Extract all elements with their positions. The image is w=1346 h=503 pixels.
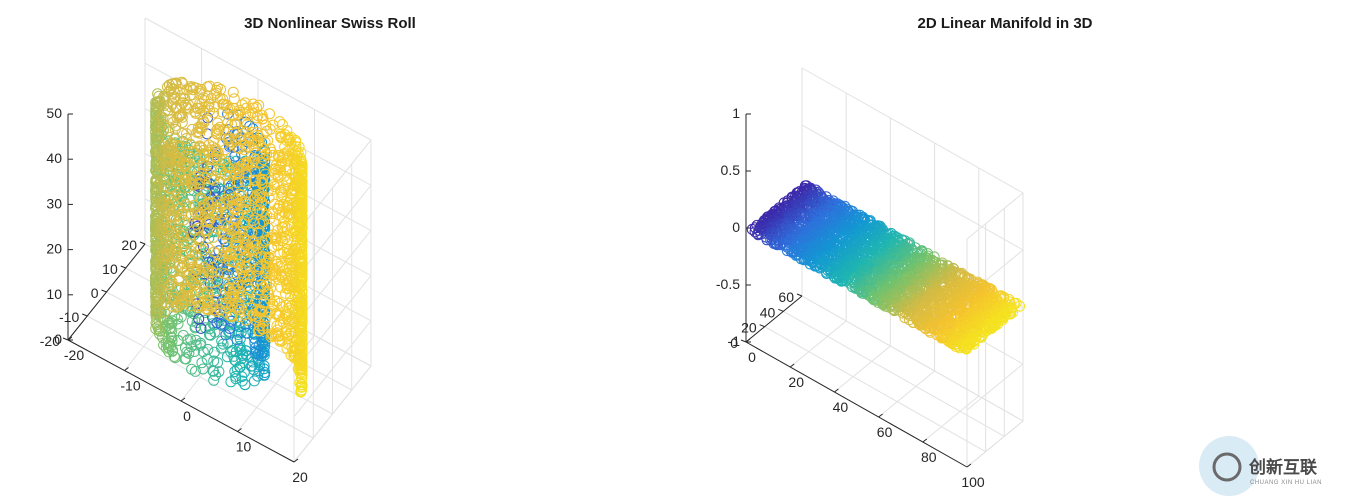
swiss-roll-y-tick: [63, 338, 68, 340]
linear-manifold-y-tick: [778, 309, 783, 311]
linear-manifold-x-tick: [790, 364, 794, 367]
swiss-roll-y-tick-label: 20: [121, 237, 137, 253]
swiss-roll-z-tick-label: 0: [54, 331, 62, 347]
swiss-roll-z-tick-label: 10: [46, 286, 62, 302]
swiss-roll-y-tick-label: 10: [102, 261, 118, 277]
swiss-roll-x-tick-label: -10: [120, 378, 140, 394]
linear-manifold-x-tick: [967, 464, 971, 467]
swiss-roll-x-tick-label: -20: [64, 347, 84, 363]
swiss-roll-z-tick-label: 30: [46, 195, 62, 211]
swiss-roll-chart: 3D Nonlinear Swiss Roll -20-1001020-20-1…: [40, 15, 416, 485]
linear-manifold-grid-line: [790, 321, 846, 367]
linear-manifold-grid-line: [967, 421, 1023, 467]
linear-manifold-y-tick: [760, 325, 765, 327]
swiss-roll-x-tick-label: 20: [292, 469, 308, 485]
swiss-roll-y-tick: [140, 242, 145, 244]
swiss-roll-z-tick-label: 20: [46, 241, 62, 257]
swiss-roll-point: [217, 343, 227, 353]
linear-manifold-points: [747, 181, 1024, 354]
linear-manifold-grid-line: [967, 193, 1023, 239]
swiss-roll-y-tick: [102, 290, 107, 292]
linear-manifold-grid-line: [879, 371, 935, 417]
swiss-roll-y-tick-label: 0: [91, 285, 99, 301]
linear-manifold-chart: 2D Linear Manifold in 3D 020406080100020…: [716, 15, 1093, 490]
swiss-roll-x-tick-label: 10: [236, 439, 252, 455]
linear-manifold-title: 2D Linear Manifold in 3D: [917, 15, 1092, 32]
swiss-roll-x-tick-label: 0: [183, 408, 191, 424]
swiss-roll-y-tick: [82, 314, 87, 316]
swiss-roll-y-tick: [121, 266, 126, 268]
linear-manifold-x-tick: [879, 414, 883, 417]
swiss-roll-points: [151, 77, 308, 397]
linear-manifold-grid-line: [923, 396, 979, 442]
linear-manifold-x-tick: [834, 389, 838, 392]
swiss-roll-z-tick-label: 50: [46, 105, 62, 121]
linear-manifold-grid-line: [834, 346, 890, 392]
linear-manifold-grid-line: [967, 364, 1023, 410]
swiss-roll-point: [265, 109, 275, 119]
linear-manifold-grid-line: [802, 68, 1023, 193]
linear-manifold-y-tick: [741, 340, 746, 342]
swiss-roll-title: 3D Nonlinear Swiss Roll: [244, 15, 416, 32]
swiss-roll-point: [228, 87, 238, 97]
linear-manifold-x-tick: [923, 439, 927, 442]
linear-manifold-y-tick: [797, 294, 802, 296]
swiss-roll-y-tick-label: -10: [59, 309, 79, 325]
swiss-roll-z-tick-label: 40: [46, 150, 62, 166]
